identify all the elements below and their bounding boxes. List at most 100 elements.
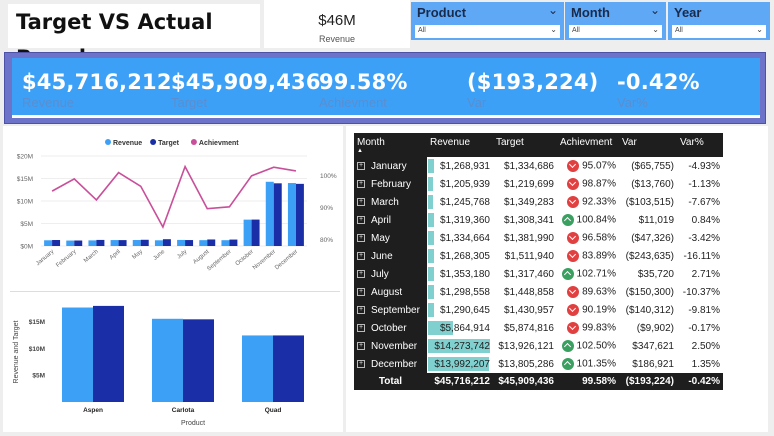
revenue-data-bar [428,285,434,299]
target-bar[interactable] [273,335,304,402]
row-target: $1,381,990 [493,229,557,247]
expand-icon[interactable]: + [357,179,365,188]
target-bar[interactable] [74,240,83,246]
expand-icon[interactable]: + [357,251,365,260]
revenue-bar[interactable] [66,240,75,246]
row-month-label: June [371,250,393,262]
chevron-down-icon[interactable]: ⌄ [649,3,660,17]
achievment-line[interactable] [51,164,297,230]
row-month-cell[interactable]: + January [354,157,427,175]
target-bar[interactable] [183,319,214,402]
revenue-bar[interactable] [199,240,208,246]
revenue-bar[interactable] [242,335,273,402]
table-row[interactable]: + January $1,268,931 $1,334,686 95.07% ($65,7… [354,157,723,175]
row-month-label: May [371,232,390,244]
legend-label[interactable]: Revenue [113,140,142,147]
row-month-cell[interactable]: + May [354,229,427,247]
table-row[interactable]: + April $1,319,360 $1,308,341 100.84% $11,019… [354,211,723,229]
kpi-var-percent: -0.42% Var% [617,70,700,110]
month-slicer-label: Month [571,5,610,20]
year-slicer[interactable]: Year All ⌄ [668,2,770,40]
y-tick-label: $5M [32,373,45,380]
row-month-cell[interactable]: + April [354,211,427,229]
chart-legend[interactable]: Revenue Target Achievment [105,139,239,147]
revenue-bar[interactable] [152,318,183,402]
product-dropdown[interactable]: All ⌄ [415,25,560,38]
table-row[interactable]: + March $1,245,768 $1,349,283 92.33% ($103,51… [354,193,723,211]
revenue-bar[interactable] [132,240,141,246]
column-header-revenue[interactable]: Revenue [427,133,493,157]
table-row[interactable]: + December $13,992,207 $13,805,286 101.35% $1… [354,355,723,373]
target-bar[interactable] [96,239,105,246]
target-bar[interactable] [185,240,194,246]
expand-icon[interactable]: + [357,161,365,170]
table-row[interactable]: + July $1,353,180 $1,317,460 102.71% $35,720 2… [354,265,723,283]
table-row[interactable]: + November $14,273,742 $13,926,121 102.50% $3… [354,337,723,355]
x-tick-label: February [55,249,77,269]
target-bar[interactable] [118,240,127,246]
column-header-month[interactable]: Month ▲ [354,133,427,157]
expand-icon[interactable]: + [357,215,365,224]
column-header-var[interactable]: Var [619,133,677,157]
x-tick-label: March [83,249,100,264]
table-row[interactable]: + May $1,334,664 $1,381,990 96.58% ($47,326) -… [354,229,723,247]
table-row[interactable]: + August $1,298,558 $1,448,858 89.63% ($150,3… [354,283,723,301]
revenue-bar[interactable] [221,240,230,246]
target-bar[interactable] [162,239,171,246]
target-bar[interactable] [207,239,216,246]
revenue-bar[interactable] [265,181,274,246]
row-month-cell[interactable]: + June [354,247,427,265]
table-row[interactable]: + October $5,864,914 $5,874,816 99.83% ($9,90… [354,319,723,337]
legend-label[interactable]: Target [158,140,180,147]
revenue-bar[interactable] [287,183,296,246]
row-month-cell[interactable]: + February [354,175,427,193]
revenue-bar[interactable] [62,307,93,402]
row-month-cell[interactable]: + March [354,193,427,211]
row-var: ($13,760) [619,175,677,193]
total-target: $45,909,436 [493,373,557,390]
row-month-cell[interactable]: + August [354,283,427,301]
monthly-combo-chart[interactable]: Revenue Target Achievment $0M $5M $10M $15M $2… [3,126,343,291]
revenue-bar[interactable] [154,240,163,246]
expand-icon[interactable]: + [357,305,365,314]
table-row[interactable]: + June $1,268,305 $1,511,940 83.89% ($243,635… [354,247,723,265]
revenue-bar[interactable] [88,240,97,246]
row-var: ($243,635) [619,247,677,265]
target-bar[interactable] [93,305,124,402]
expand-icon[interactable]: + [357,323,365,332]
revenue-bar[interactable] [110,240,119,246]
product-slicer[interactable]: Product ⌄ All ⌄ [411,2,564,40]
legend-label[interactable]: Achievment [199,140,239,147]
row-month-cell[interactable]: + October [354,319,427,337]
year-dropdown[interactable]: All ⌄ [672,25,766,38]
expand-icon[interactable]: + [357,287,365,296]
expand-icon[interactable]: + [357,359,365,368]
target-bar[interactable] [273,183,282,246]
row-month-cell[interactable]: + September [354,301,427,319]
month-dropdown[interactable]: All ⌄ [569,25,662,38]
expand-icon[interactable]: + [357,197,365,206]
target-bar[interactable] [140,239,149,246]
revenue-bar[interactable] [177,239,186,246]
target-bar[interactable] [251,219,260,246]
chevron-down-icon[interactable]: ⌄ [547,3,558,17]
column-header-target[interactable]: Target [493,133,557,157]
row-var-percent: -7.67% [677,193,723,211]
row-month-cell[interactable]: + November [354,337,427,355]
target-bar[interactable] [52,240,61,246]
revenue-bar[interactable] [44,240,53,246]
table-row[interactable]: + September $1,290,645 $1,430,957 90.19% ($14… [354,301,723,319]
month-slicer[interactable]: Month ⌄ All ⌄ [565,2,666,40]
target-bar[interactable] [229,239,238,246]
expand-icon[interactable]: + [357,269,365,278]
row-month-cell[interactable]: + December [354,355,427,373]
table-row[interactable]: + February $1,205,939 $1,219,699 98.87% ($13,… [354,175,723,193]
column-header-var-percent[interactable]: Var% [677,133,723,157]
expand-icon[interactable]: + [357,233,365,242]
revenue-bar[interactable] [243,219,252,246]
column-header-achievment[interactable]: Achievment [557,133,619,157]
product-bar-chart[interactable]: $5M $10M $15M Aspen Carlota Quad Product Rev… [3,292,343,432]
target-bar[interactable] [295,183,304,246]
row-month-cell[interactable]: + July [354,265,427,283]
expand-icon[interactable]: + [357,341,365,350]
